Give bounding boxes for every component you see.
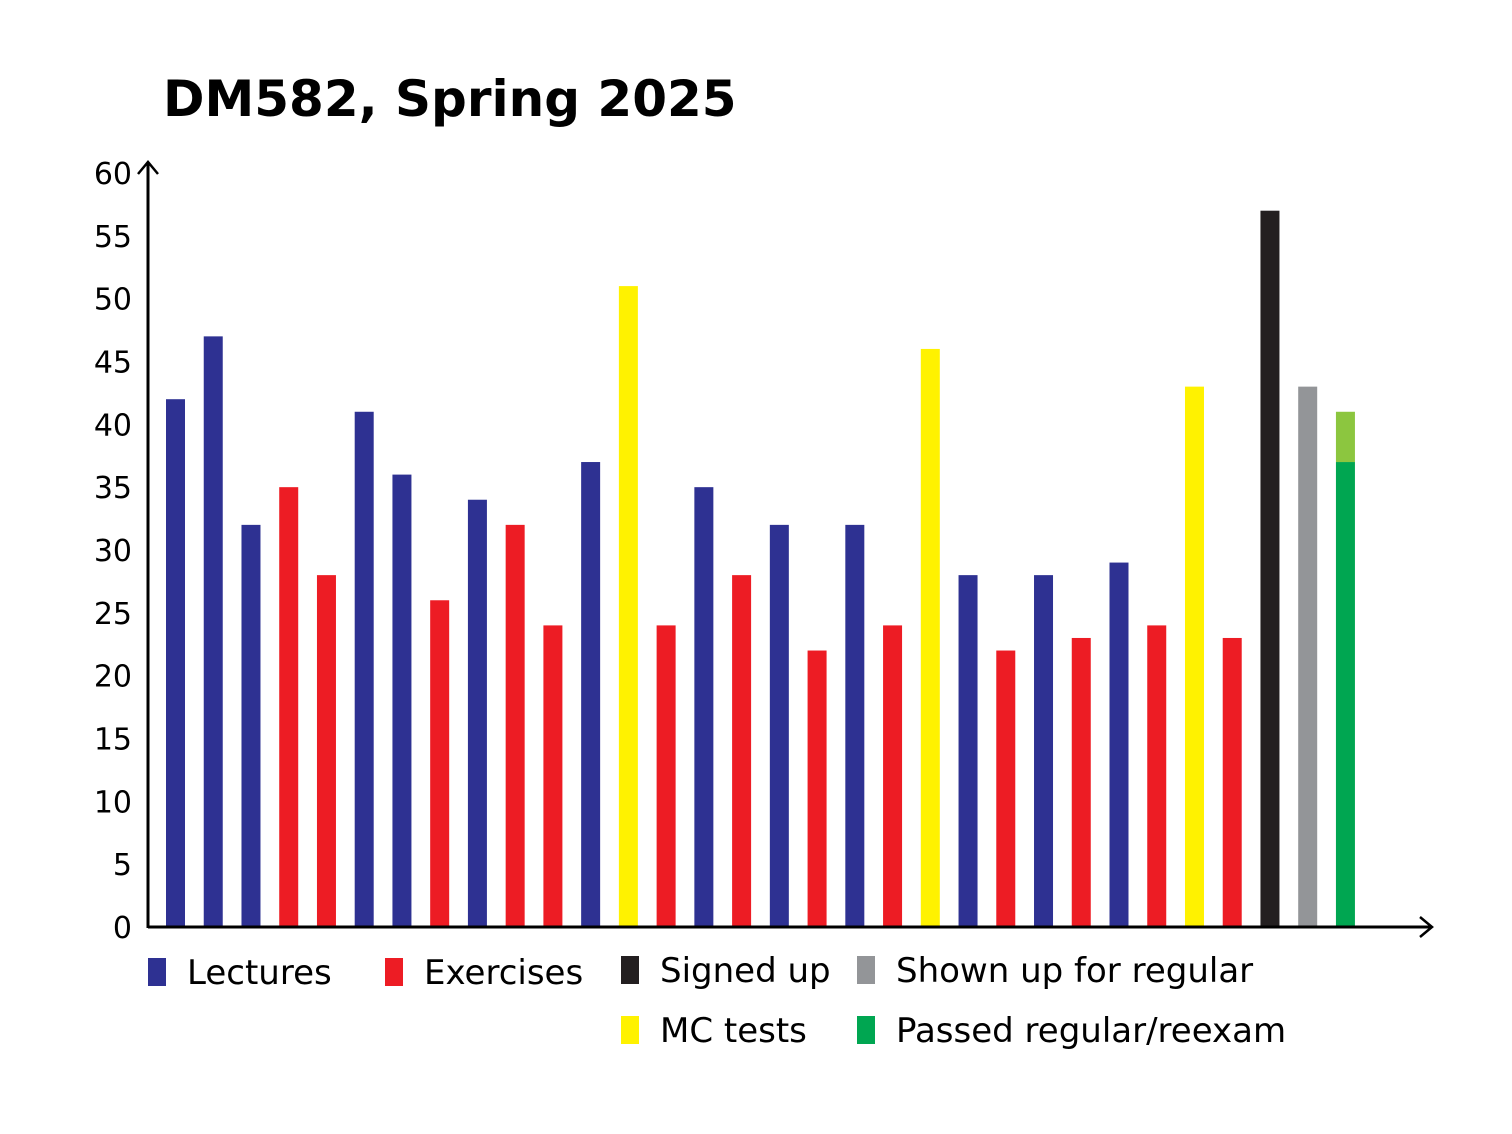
legend-item-passed: Passed regular/reexam [857,1011,1286,1051]
legend-item-shown: Shown up for regular [857,951,1253,991]
y-tick-labels: 0 5 10 15 20 25 30 35 40 45 50 55 60 [94,157,132,946]
bar-lecture [166,399,185,927]
bar-exercise [656,625,676,927]
bar-lecture [392,474,412,927]
chart-title: DM582, Spring 2025 [163,70,737,128]
y-tick-label: 5 [113,848,132,883]
y-tick-label: 60 [94,157,132,192]
legend: Lectures Exercises Signed up Shown up for r… [148,951,1286,1051]
bar-lecture [1109,562,1129,927]
bar-exercise [316,575,336,927]
bar-mc [618,286,638,928]
bars [166,210,1355,928]
bar-lecture [203,336,223,927]
legend-label: MC tests [660,1011,807,1051]
legend-item-lecture: Lectures [148,953,332,993]
axes [137,160,1434,938]
legend-label: Signed up [660,951,831,991]
bar-exercise [279,487,299,927]
legend-swatch [857,956,875,984]
legend-label: Shown up for regular [896,951,1253,991]
bar-exercise [1071,637,1091,927]
y-tick-label: 25 [94,597,132,632]
bar-lecture [467,499,487,927]
bar-mc [1184,386,1204,928]
bar-lecture [354,411,374,927]
y-tick-label: 0 [113,911,132,946]
legend-swatch [857,1016,875,1044]
legend-swatch [385,958,403,986]
y-tick-label: 20 [94,660,132,695]
bar-exercise [430,600,450,927]
bar-lecture [1034,575,1054,927]
legend-swatch [621,956,639,984]
bar-lecture [845,524,865,927]
y-tick-label: 50 [94,283,132,318]
y-tick-label: 45 [94,346,132,381]
y-tick-label: 55 [94,220,132,255]
y-tick-label: 35 [94,471,132,506]
bar-exercise [732,575,752,927]
bar-lecture [581,462,601,927]
bar-exercise [996,650,1016,927]
bar-shown [1298,386,1318,928]
y-tick-label: 30 [94,534,132,569]
bar-lecture [241,524,261,927]
legend-label: Passed regular/reexam [896,1011,1286,1051]
legend-item-mc: MC tests [621,1011,807,1051]
bar-exercise [505,524,525,927]
bar-exercise [1147,625,1167,927]
x-axis-arrow [1419,916,1434,938]
legend-swatch [621,1016,639,1044]
bar-passed [1335,462,1355,927]
bar-mc [920,348,940,927]
bar-exercise [883,625,903,927]
legend-item-exercise: Exercises [385,953,583,993]
y-tick-label: 10 [94,785,132,820]
legend-label: Lectures [187,953,332,993]
bar-exercise [807,650,827,927]
bar-exercise [1222,637,1242,927]
legend-item-signed: Signed up [621,951,831,991]
legend-label: Exercises [424,953,583,993]
y-tick-label: 15 [94,723,132,758]
bar-lecture [769,524,789,927]
bar-signed [1260,210,1280,927]
legend-swatch [148,958,166,986]
bar-lecture [694,487,714,927]
bar-exercise [543,625,563,927]
y-axis-arrow [137,160,159,175]
bar-passed-extra [1335,411,1355,463]
bar-lecture [958,575,978,927]
y-tick-label: 40 [94,408,132,443]
